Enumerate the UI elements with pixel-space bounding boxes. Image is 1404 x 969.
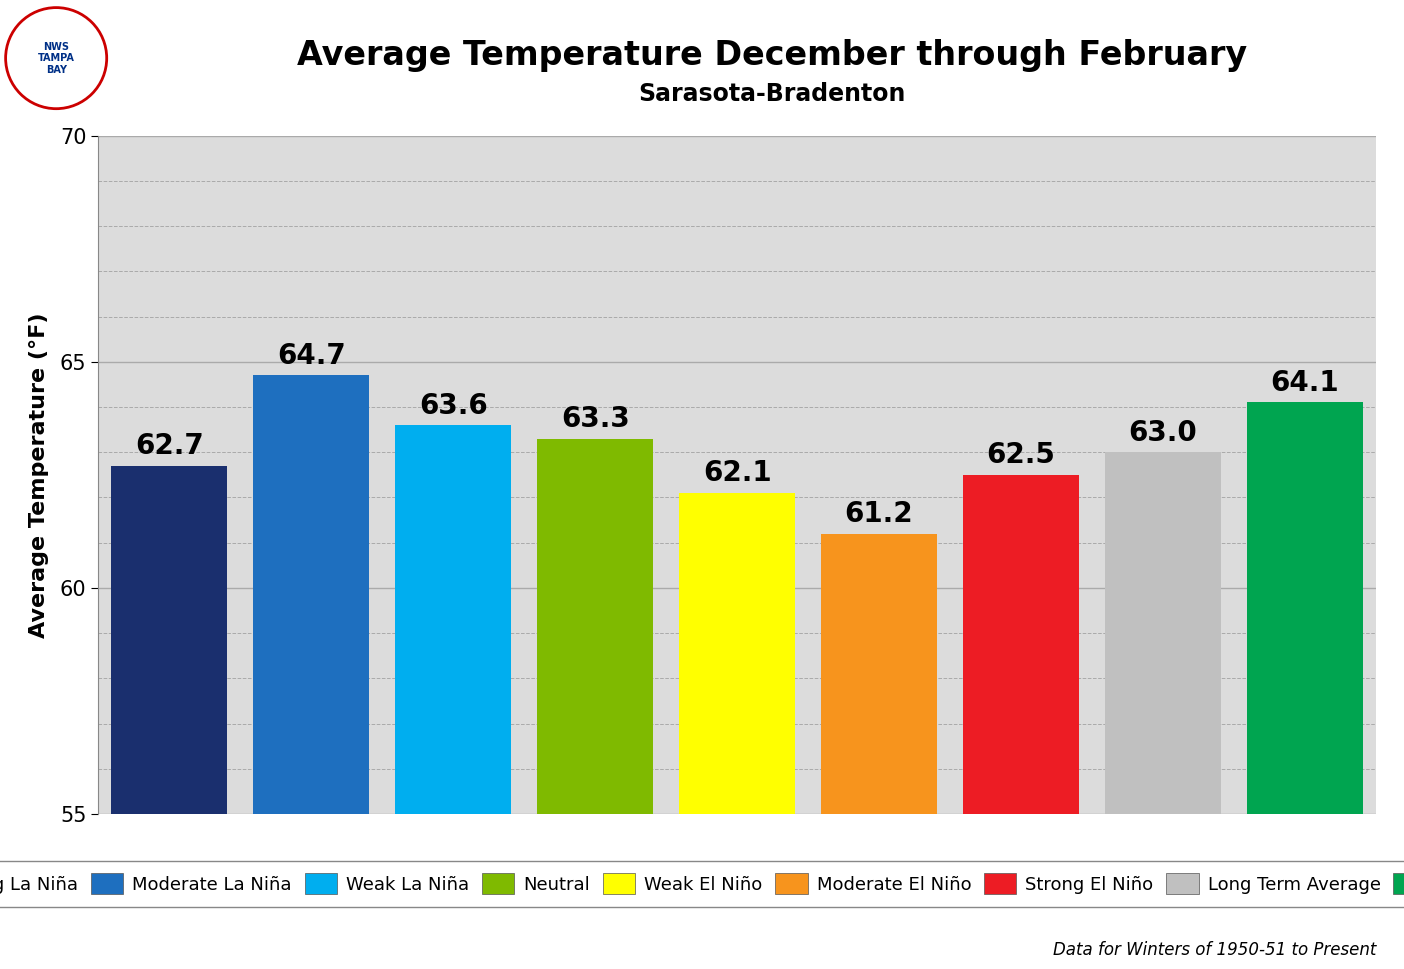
Legend: Strong La Niña, Moderate La Niña, Weak La Niña, Neutral, Weak El Niño, Moderate : Strong La Niña, Moderate La Niña, Weak L… xyxy=(0,860,1404,907)
Text: 64.7: 64.7 xyxy=(277,342,345,370)
Bar xyxy=(253,375,369,814)
Bar xyxy=(1105,453,1221,814)
Text: 63.3: 63.3 xyxy=(560,405,629,433)
Text: Data for Winters of 1950-51 to Present: Data for Winters of 1950-51 to Present xyxy=(1053,941,1376,959)
Text: 63.6: 63.6 xyxy=(418,391,487,420)
Text: Average Temperature December through February: Average Temperature December through Feb… xyxy=(298,39,1247,72)
Bar xyxy=(680,493,795,814)
Bar xyxy=(395,425,511,814)
Text: 62.5: 62.5 xyxy=(987,442,1056,469)
Text: 64.1: 64.1 xyxy=(1271,369,1339,397)
Y-axis label: Average Temperature (°F): Average Temperature (°F) xyxy=(28,312,49,638)
Bar xyxy=(111,466,227,814)
Text: 63.0: 63.0 xyxy=(1129,419,1198,447)
Text: Sarasota-Bradenton: Sarasota-Bradenton xyxy=(639,82,906,107)
Bar xyxy=(536,439,653,814)
Bar xyxy=(821,534,938,814)
Text: 61.2: 61.2 xyxy=(845,500,914,528)
Text: NWS
TAMPA
BAY: NWS TAMPA BAY xyxy=(38,42,74,75)
Text: 62.7: 62.7 xyxy=(135,432,204,460)
Bar xyxy=(1247,402,1363,814)
Bar xyxy=(963,475,1080,814)
Text: 62.1: 62.1 xyxy=(703,459,771,487)
